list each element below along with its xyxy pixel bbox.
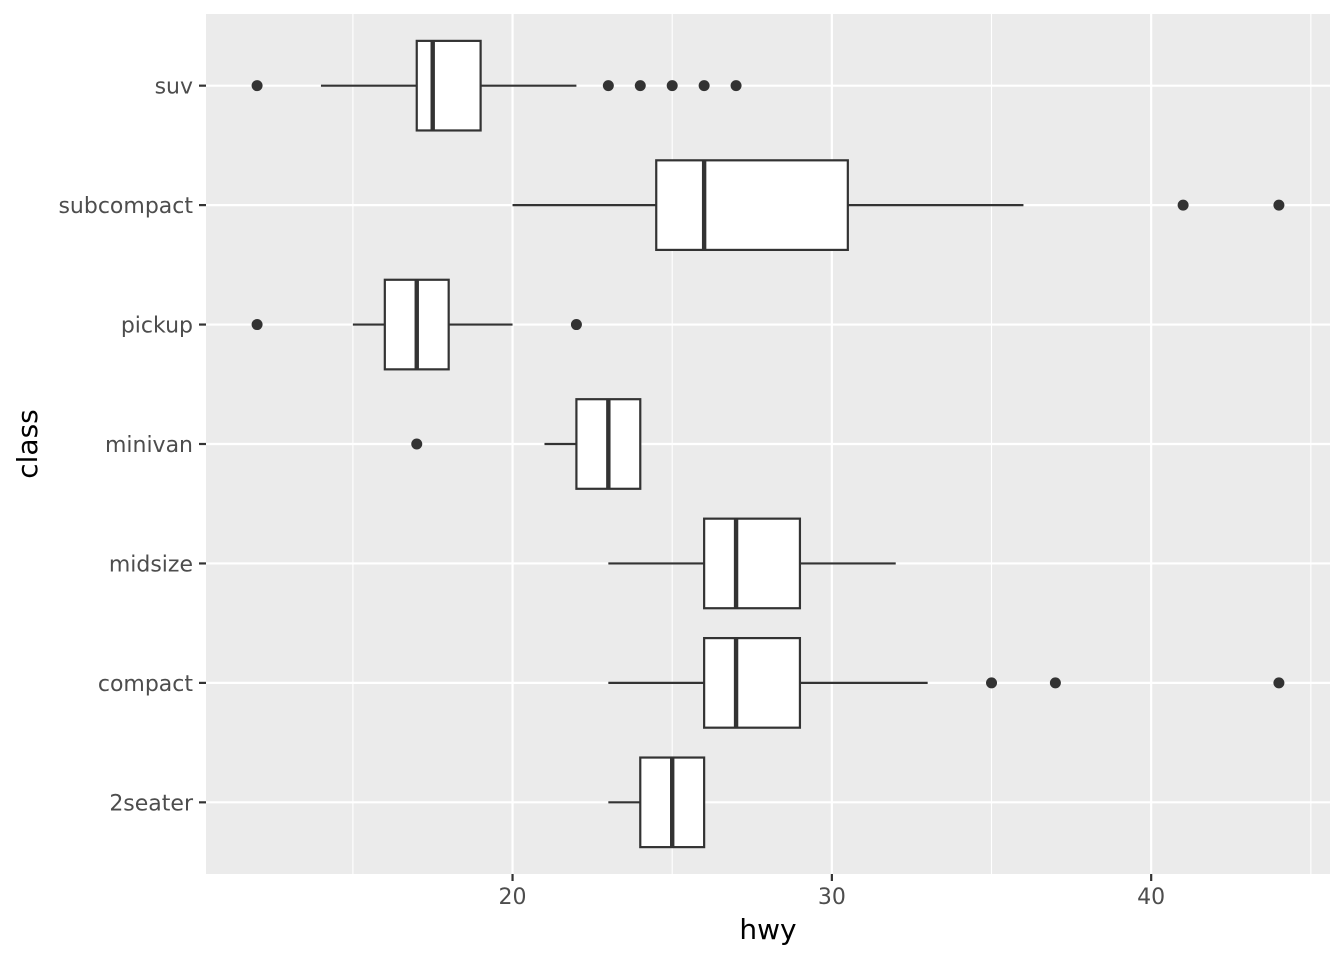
box-iqr (703, 636, 802, 729)
y-tick-label: 2seater (109, 791, 194, 816)
x-tick-label: 40 (1137, 885, 1165, 910)
y-tick-label: midsize (109, 552, 193, 577)
box-iqr (415, 39, 482, 132)
outlier-point (570, 319, 582, 331)
outlier-point (666, 80, 678, 92)
y-tick-label: compact (98, 672, 194, 697)
x-axis-title: hwy (739, 913, 796, 946)
box-suv (251, 39, 742, 132)
x-tick-label: 20 (499, 885, 527, 910)
x-tick-label: 30 (818, 885, 846, 910)
y-axis-title: class (11, 409, 44, 479)
y-tick-label: subcompact (58, 194, 193, 219)
box-series (251, 39, 1285, 849)
outlier-point (1273, 677, 1285, 689)
y-tick-label: minivan (105, 433, 193, 458)
y-tick-label: suv (155, 75, 193, 100)
outlier-point (251, 319, 263, 331)
box-compact (608, 636, 1285, 729)
box-iqr (655, 159, 849, 252)
outlier-point (698, 80, 710, 92)
outlier-point (730, 80, 742, 92)
box-subcompact (512, 159, 1285, 252)
outlier-point (986, 677, 998, 689)
box-pickup (251, 278, 582, 371)
outlier-point (1049, 677, 1061, 689)
outlier-point (411, 438, 423, 450)
box-2seater (608, 756, 706, 849)
box-minivan (411, 398, 642, 490)
outlier-point (602, 80, 614, 92)
y-tick-label: pickup (121, 314, 193, 339)
outlier-point (634, 80, 646, 92)
outlier-point (1177, 199, 1189, 211)
y-axis: 2seater compact midsize minivan pickup subcom… (58, 75, 206, 816)
x-axis: 20 30 40 (499, 874, 1165, 910)
box-iqr (703, 517, 802, 610)
outlier-point (251, 80, 263, 92)
outlier-point (1273, 199, 1285, 211)
box-midsize (608, 517, 896, 610)
